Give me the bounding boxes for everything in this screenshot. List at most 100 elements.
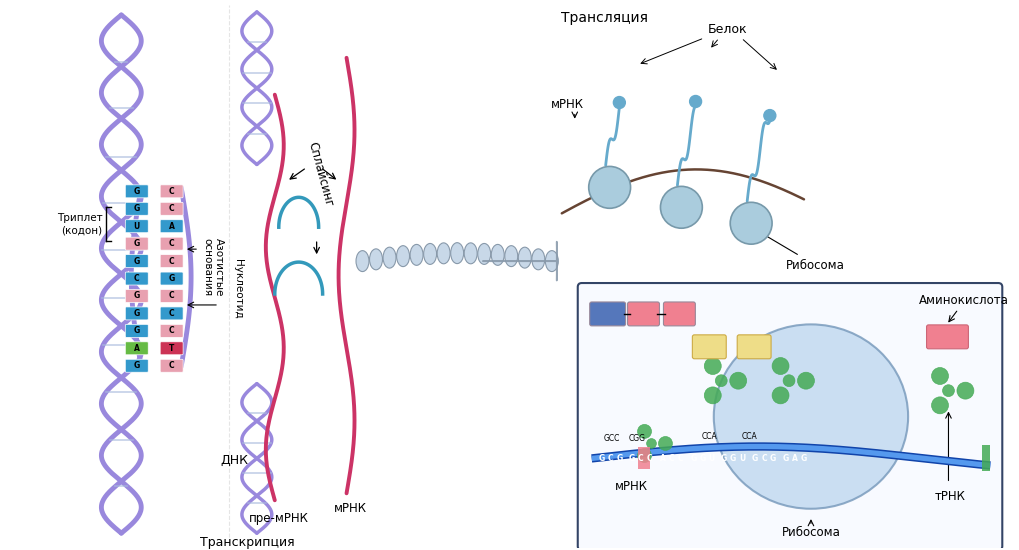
Text: CCA: CCA <box>741 432 756 441</box>
Ellipse shape <box>531 249 544 270</box>
Text: A: A <box>133 344 140 353</box>
Text: пре-мРНК: пре-мРНК <box>249 512 309 525</box>
FancyBboxPatch shape <box>160 307 183 320</box>
Text: мРНК: мРНК <box>614 480 647 493</box>
Text: Рибосома: Рибосома <box>781 526 840 538</box>
Circle shape <box>783 375 794 387</box>
FancyBboxPatch shape <box>160 255 183 268</box>
FancyBboxPatch shape <box>125 220 148 233</box>
Text: C: C <box>169 257 174 266</box>
FancyBboxPatch shape <box>637 448 649 469</box>
Circle shape <box>658 437 672 450</box>
Ellipse shape <box>383 247 395 268</box>
Text: C: C <box>169 204 174 213</box>
Text: C: C <box>169 292 174 300</box>
FancyBboxPatch shape <box>160 324 183 337</box>
Text: Триплет
(кодон): Триплет (кодон) <box>57 213 102 235</box>
FancyBboxPatch shape <box>125 202 148 215</box>
Circle shape <box>729 372 746 389</box>
Text: Рибосома: Рибосома <box>755 230 844 272</box>
Circle shape <box>956 382 973 399</box>
Text: G: G <box>751 454 757 463</box>
Text: G: G <box>800 454 806 463</box>
Circle shape <box>637 425 651 438</box>
Text: G: G <box>698 454 705 463</box>
Text: мРНК: мРНК <box>333 502 367 515</box>
Circle shape <box>646 438 656 448</box>
Ellipse shape <box>356 251 369 272</box>
Text: C: C <box>169 309 174 318</box>
FancyBboxPatch shape <box>160 289 183 302</box>
Circle shape <box>930 397 948 414</box>
Text: C: C <box>169 361 174 370</box>
Ellipse shape <box>396 246 410 267</box>
Text: U: U <box>739 454 745 463</box>
Text: CGG: CGG <box>629 434 645 443</box>
Text: G: G <box>769 454 775 463</box>
Text: G: G <box>598 454 604 463</box>
Text: ДНК: ДНК <box>220 454 248 467</box>
Text: A: A <box>659 454 664 463</box>
FancyBboxPatch shape <box>692 335 726 359</box>
Text: G: G <box>133 204 140 213</box>
Text: C: C <box>760 454 766 463</box>
Text: C: C <box>169 187 174 196</box>
Text: G: G <box>615 454 623 463</box>
Circle shape <box>689 96 701 107</box>
Ellipse shape <box>437 243 449 264</box>
Ellipse shape <box>477 244 490 265</box>
Text: C: C <box>677 454 683 463</box>
FancyBboxPatch shape <box>125 272 148 285</box>
Circle shape <box>930 367 948 384</box>
FancyBboxPatch shape <box>160 359 183 372</box>
Ellipse shape <box>450 243 464 263</box>
Circle shape <box>797 372 813 389</box>
Text: G: G <box>168 274 174 283</box>
FancyBboxPatch shape <box>125 289 148 302</box>
FancyBboxPatch shape <box>662 302 695 326</box>
Text: CCA: CCA <box>701 432 716 441</box>
Text: G: G <box>133 361 140 370</box>
Text: Транскрипция: Транскрипция <box>200 536 293 549</box>
Text: G: G <box>133 309 140 318</box>
Ellipse shape <box>423 244 436 265</box>
Circle shape <box>763 109 775 122</box>
Text: A: A <box>792 454 797 463</box>
FancyBboxPatch shape <box>160 237 183 250</box>
FancyBboxPatch shape <box>925 325 967 349</box>
FancyBboxPatch shape <box>125 255 148 268</box>
FancyBboxPatch shape <box>125 324 148 337</box>
FancyBboxPatch shape <box>737 335 770 359</box>
FancyBboxPatch shape <box>125 342 148 355</box>
Circle shape <box>942 385 954 397</box>
Ellipse shape <box>713 324 907 509</box>
Text: Белок: Белок <box>707 24 746 36</box>
Text: G: G <box>628 454 634 463</box>
FancyBboxPatch shape <box>160 220 183 233</box>
Text: G: G <box>730 454 736 463</box>
Text: G: G <box>133 239 140 248</box>
Text: C: C <box>169 326 174 336</box>
Text: GCC: GCC <box>603 434 620 443</box>
Ellipse shape <box>491 244 503 265</box>
FancyBboxPatch shape <box>160 185 183 198</box>
Text: C: C <box>169 239 174 248</box>
Circle shape <box>588 167 630 208</box>
Circle shape <box>714 375 727 387</box>
Text: G: G <box>133 326 140 336</box>
Text: T: T <box>169 344 174 353</box>
Ellipse shape <box>410 244 423 265</box>
Text: Аминокислота: Аминокислота <box>917 294 1008 307</box>
FancyBboxPatch shape <box>589 302 625 326</box>
Circle shape <box>704 387 720 404</box>
Text: Азотистые
основания: Азотистые основания <box>202 238 223 296</box>
Ellipse shape <box>369 249 382 270</box>
FancyBboxPatch shape <box>160 202 183 215</box>
Ellipse shape <box>545 251 557 272</box>
FancyBboxPatch shape <box>160 272 183 285</box>
FancyArrowPatch shape <box>482 241 556 280</box>
FancyBboxPatch shape <box>577 283 1002 550</box>
Ellipse shape <box>464 243 477 264</box>
Circle shape <box>637 449 651 463</box>
Circle shape <box>730 202 771 244</box>
